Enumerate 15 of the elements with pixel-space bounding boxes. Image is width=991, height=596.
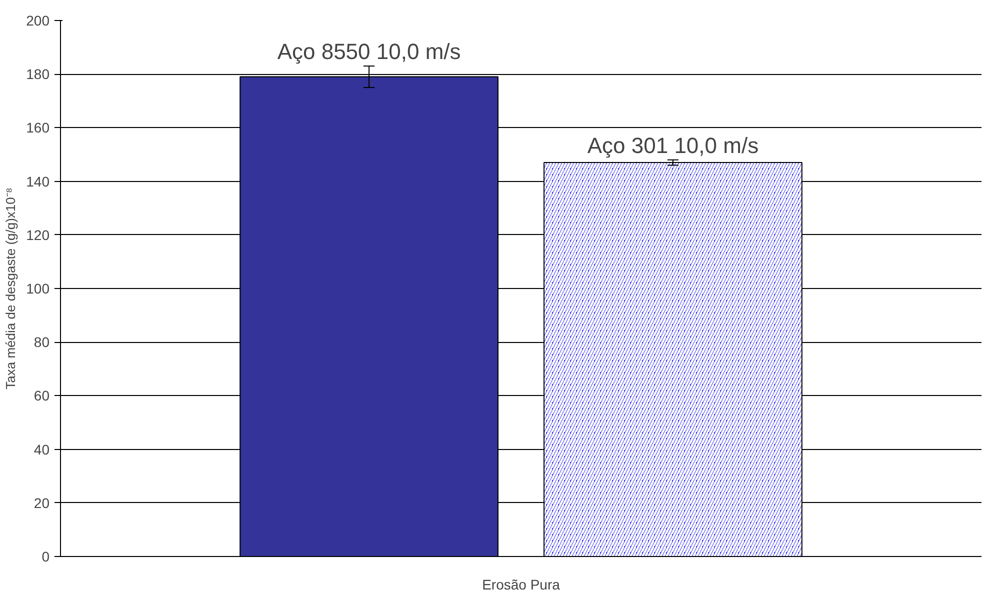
y-tick-label: 180 [26, 66, 50, 82]
series-label: Aço 8550 10,0 m/s [277, 39, 461, 64]
y-tick-label: 20 [34, 494, 50, 511]
y-tick-label: 60 [34, 388, 50, 404]
series-label: Aço 301 10,0 m/s [587, 132, 759, 158]
y-tick-label: 120 [26, 226, 50, 243]
y-tick-label: 40 [34, 441, 50, 458]
y-tick-label: 140 [26, 173, 50, 190]
y-tick-label: 160 [26, 120, 50, 136]
y-axis-title: Taxa média de desgaste (g/g)x10⁻⁸ [3, 188, 18, 390]
y-tick-label: 80 [34, 334, 50, 350]
y-tick-label: 200 [26, 12, 50, 28]
x-tick-label: Erosão Pura [482, 576, 560, 592]
y-tick-label: 0 [42, 548, 50, 564]
y-tick-label: 100 [26, 280, 50, 296]
